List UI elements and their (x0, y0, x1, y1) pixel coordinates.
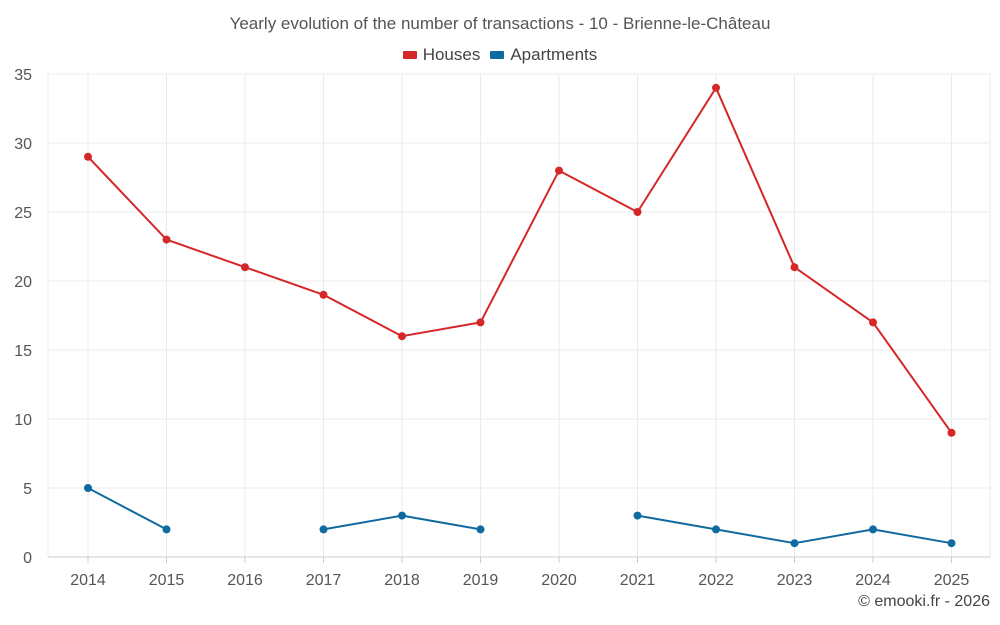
legend-label-houses: Houses (422, 45, 481, 64)
data-point-houses-2014 (84, 152, 92, 161)
x-tick-label-2022: 2022 (698, 572, 734, 589)
x-tick-label-2018: 2018 (384, 572, 420, 589)
legend-swatch-apartments (490, 51, 505, 59)
data-point-apartments-2023 (790, 539, 799, 548)
data-point-apartments-2017 (319, 525, 328, 534)
y-tick-label-0: 0 (23, 550, 32, 567)
legend-item-houses[interactable]: Houses (402, 45, 481, 65)
y-tick-label-35: 35 (14, 67, 32, 84)
data-point-houses-2016 (241, 263, 249, 272)
series-line-houses-0 (87, 86, 953, 434)
x-tick-label-2015: 2015 (149, 572, 185, 589)
chart-title: Yearly evolution of the number of transa… (229, 14, 771, 33)
y-tick-label-5: 5 (23, 481, 32, 498)
x-tick-label-2023: 2023 (777, 572, 813, 589)
x-tick-label-2020: 2020 (541, 572, 577, 589)
x-tick-label-2025: 2025 (934, 572, 970, 589)
series-line-apartments-0 (87, 487, 167, 531)
y-tick-label-20: 20 (14, 274, 32, 291)
chart-legend: Houses Apartments (0, 45, 1000, 65)
x-tick-label-2017: 2017 (306, 572, 342, 589)
data-point-houses-2025 (947, 428, 956, 437)
x-tick-label-2014: 2014 (70, 572, 106, 589)
data-point-apartments-2025 (947, 539, 956, 548)
legend-swatch-houses (402, 51, 417, 59)
x-tick-label-2024: 2024 (855, 572, 891, 589)
data-point-houses-2015 (162, 235, 171, 244)
data-point-houses-2019 (476, 318, 485, 327)
legend-item-apartments[interactable]: Apartments (490, 45, 597, 65)
x-tick-label-2019: 2019 (463, 572, 499, 589)
data-point-apartments-2022 (712, 525, 720, 534)
y-tick-label-25: 25 (14, 205, 32, 222)
data-point-apartments-2018 (398, 511, 406, 520)
credit-text: © emooki.fr - 2026 (858, 593, 990, 610)
data-point-houses-2021 (633, 208, 642, 216)
y-tick-label-30: 30 (14, 136, 32, 153)
chart-grid (47, 73, 991, 557)
y-tick-label-10: 10 (14, 412, 32, 429)
data-point-houses-2022 (712, 83, 720, 92)
x-tick-label-2021: 2021 (620, 572, 656, 589)
data-point-houses-2018 (398, 332, 406, 341)
x-tick-label-2016: 2016 (227, 572, 263, 589)
data-point-apartments-2019 (476, 525, 485, 534)
legend-label-apartments: Apartments (510, 45, 598, 64)
data-point-apartments-2024 (869, 525, 877, 534)
data-point-houses-2023 (790, 263, 799, 272)
data-point-houses-2017 (319, 290, 328, 299)
data-point-apartments-2021 (633, 511, 642, 520)
data-point-houses-2024 (869, 318, 877, 327)
data-point-apartments-2014 (84, 484, 92, 492)
data-point-apartments-2015 (162, 525, 171, 534)
y-tick-label-15: 15 (14, 343, 32, 360)
chart-series (84, 83, 956, 548)
data-point-houses-2020 (555, 166, 563, 175)
